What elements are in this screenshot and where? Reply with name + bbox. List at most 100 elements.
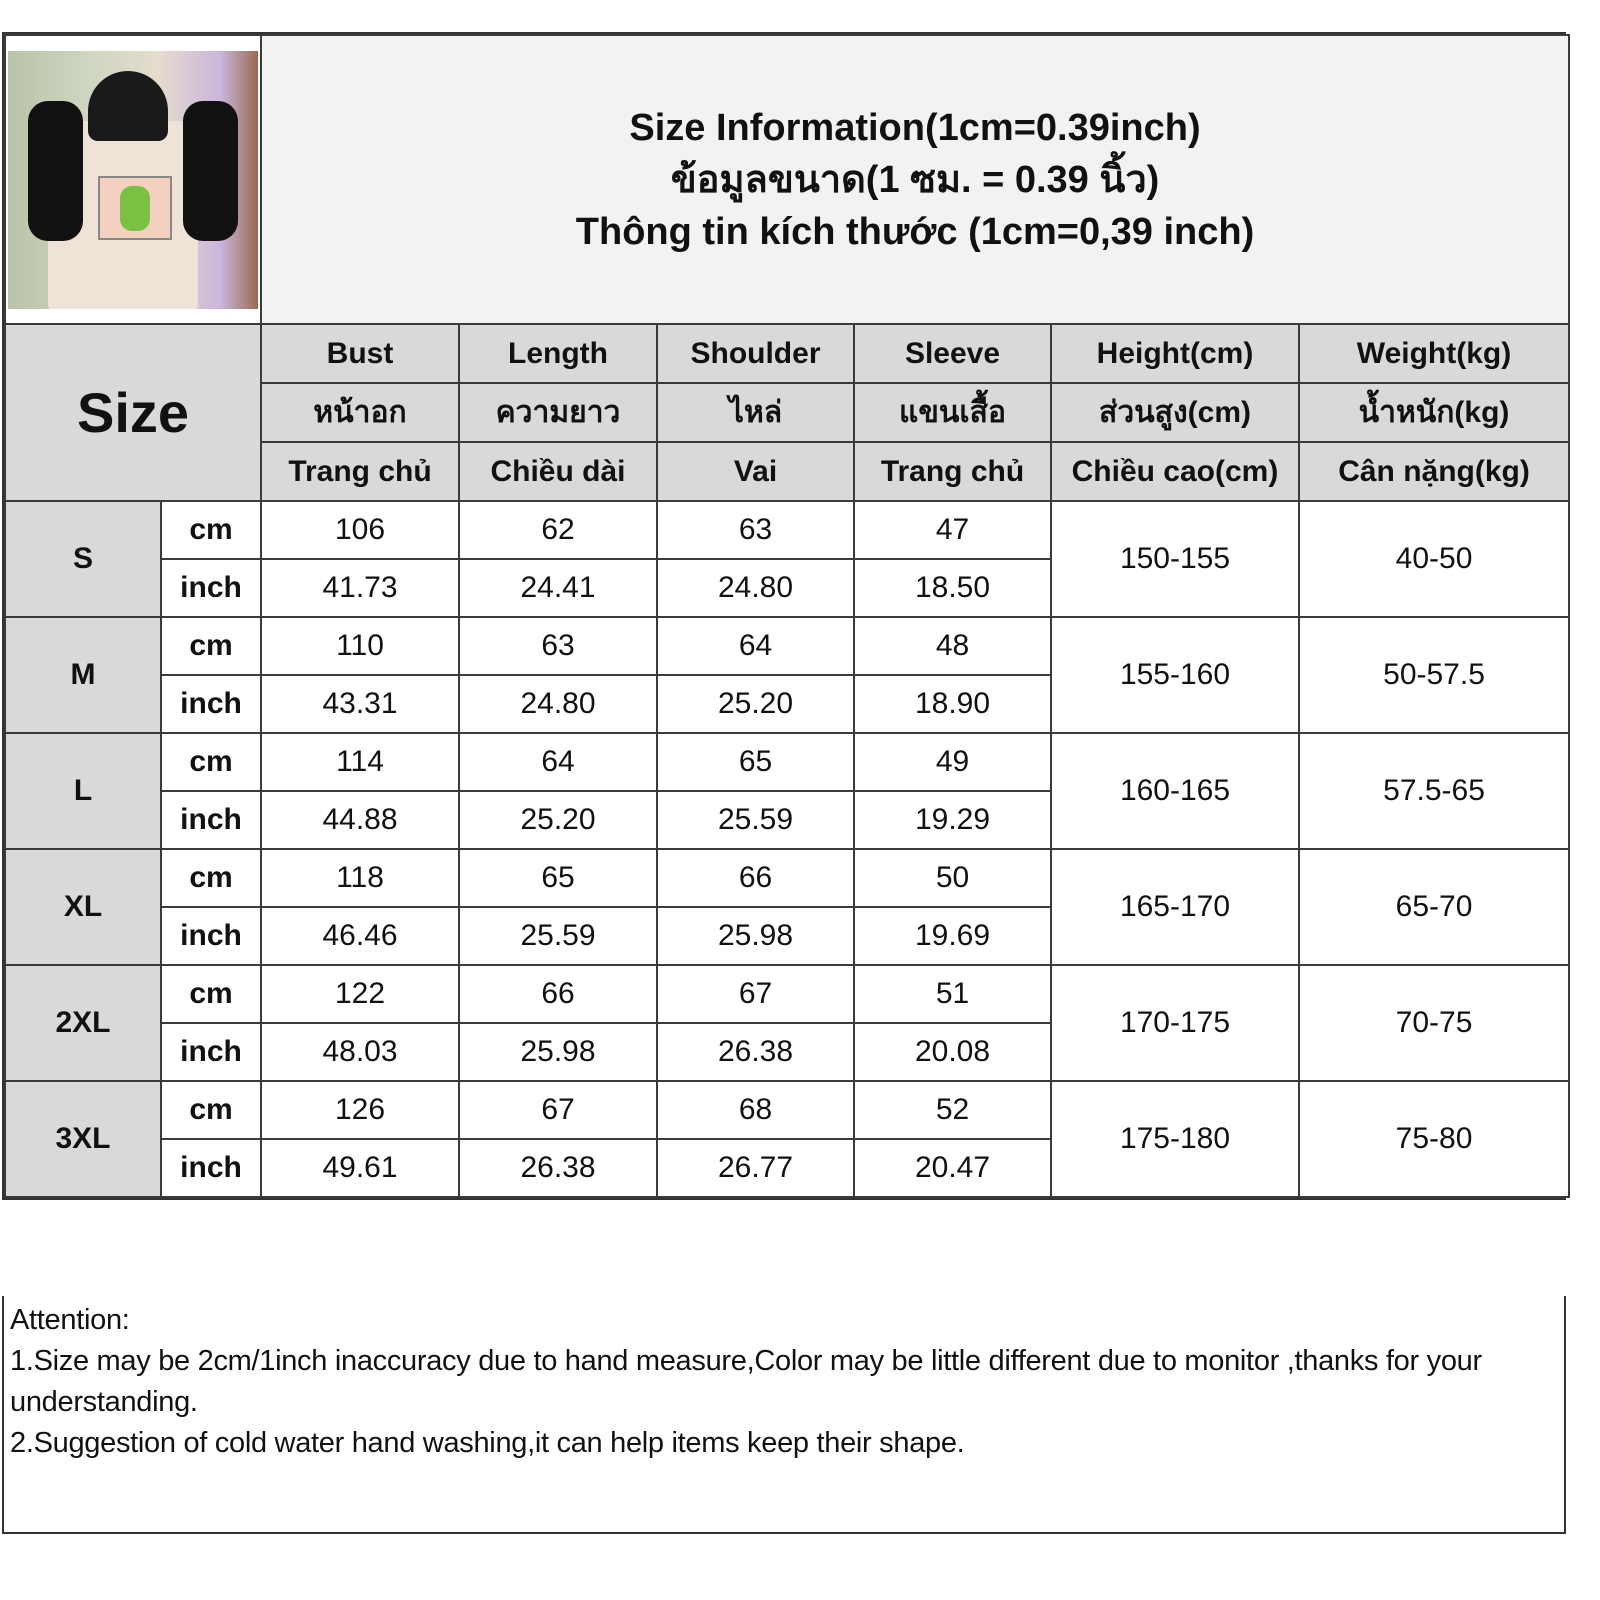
- height-range: 155-160: [1050, 616, 1300, 734]
- measurement-cell: 24.80: [458, 674, 658, 734]
- size-label: 3XL: [4, 1080, 162, 1198]
- unit-label: cm: [160, 500, 262, 560]
- measurement-cell: 106: [260, 500, 460, 560]
- measurement-cell: 25.98: [458, 1022, 658, 1082]
- table-row: 3XL cm 126 67 68 52 175-180 75-80: [4, 1080, 1571, 1198]
- weight-range: 50-57.5: [1297, 616, 1571, 734]
- measurement-cell: 64: [656, 616, 855, 676]
- measurement-cell: 43.31: [260, 674, 460, 734]
- table-row: inch 46.46 25.59 25.98 19.69: [5, 906, 1569, 966]
- measurement-cell: 118: [260, 848, 460, 908]
- height-range: 165-170: [1050, 848, 1300, 966]
- unit-label: inch: [160, 906, 262, 966]
- measurement-cell: 18.50: [853, 558, 1052, 618]
- measurement-cell: 19.69: [853, 906, 1052, 966]
- weight-range: 75-80: [1297, 1080, 1571, 1198]
- measurement-cell: 19.29: [853, 790, 1052, 850]
- column-header: ไหล่: [656, 382, 855, 443]
- unit-label: cm: [160, 964, 262, 1024]
- title-thai: ข้อมูลขนาด(1 ซม. = 0.39 นิ้ว): [670, 158, 1160, 201]
- measurement-cell: 65: [656, 732, 855, 792]
- attention-heading: Attention:: [10, 1304, 130, 1336]
- column-header: ส่วนสูง(cm): [1050, 382, 1300, 443]
- measurement-cell: 25.59: [656, 790, 855, 850]
- column-header: แขนเสื้อ: [853, 382, 1052, 443]
- product-photo: [8, 50, 258, 309]
- measurement-cell: 66: [458, 964, 658, 1024]
- unit-label: inch: [160, 790, 262, 850]
- measurement-cell: 24.80: [656, 558, 855, 618]
- column-header: Vai: [656, 441, 855, 502]
- size-info-title: Size Information(1cm=0.39inch) ข้อมูลขนา…: [259, 34, 1571, 325]
- measurement-cell: 46.46: [260, 906, 460, 966]
- column-header: Sleeve: [853, 323, 1052, 384]
- measurement-cell: 41.73: [260, 558, 460, 618]
- table-row: inch 48.03 25.98 26.38 20.08: [5, 1022, 1569, 1082]
- unit-label: cm: [160, 732, 262, 792]
- size-label: XL: [4, 848, 162, 966]
- unit-label: cm: [160, 1080, 262, 1140]
- column-header: Trang chủ: [853, 441, 1052, 502]
- header-row-th: หน้าอก ความยาว ไหล่ แขนเสื้อ ส่วนสูง(cm) น้ำห…: [5, 382, 1571, 443]
- measurement-cell: 114: [260, 732, 460, 792]
- title-english: Size Information(1cm=0.39inch): [629, 106, 1201, 149]
- measurement-cell: 25.98: [656, 906, 855, 966]
- measurement-cell: 52: [853, 1080, 1052, 1140]
- measurement-cell: 66: [656, 848, 855, 908]
- size-label: M: [4, 616, 162, 734]
- measurement-cell: 68: [656, 1080, 855, 1140]
- weight-range: 40-50: [1297, 500, 1571, 618]
- unit-label: cm: [160, 848, 262, 908]
- attention-notes: Attention: 1.Size may be 2cm/1inch inacc…: [2, 1296, 1566, 1534]
- measurement-cell: 48: [853, 616, 1052, 676]
- measurement-cell: 65: [458, 848, 658, 908]
- unit-label: inch: [160, 674, 262, 734]
- unit-label: inch: [160, 1138, 262, 1198]
- measurement-cell: 67: [656, 964, 855, 1024]
- column-header: หน้าอก: [260, 382, 460, 443]
- measurement-cell: 63: [656, 500, 855, 560]
- measurement-cell: 51: [853, 964, 1052, 1024]
- weight-range: 70-75: [1297, 964, 1571, 1082]
- measurement-cell: 26.77: [656, 1138, 855, 1198]
- measurement-cell: 49.61: [260, 1138, 460, 1198]
- measurement-cell: 48.03: [260, 1022, 460, 1082]
- measurement-cell: 20.47: [853, 1138, 1052, 1198]
- measurement-cell: 26.38: [656, 1022, 855, 1082]
- table-row: inch 41.73 24.41 24.80 18.50: [5, 558, 1569, 618]
- unit-label: inch: [160, 1022, 262, 1082]
- header-row-en: Size Bust Length Shoulder Sleeve Height(cm) We…: [4, 323, 1571, 502]
- size-label: 2XL: [4, 964, 162, 1082]
- measurement-cell: 122: [260, 964, 460, 1024]
- size-label: L: [4, 732, 162, 850]
- measurement-cell: 47: [853, 500, 1052, 560]
- measurement-cell: 25.20: [656, 674, 855, 734]
- column-header: Shoulder: [656, 323, 855, 384]
- measurement-cell: 64: [458, 732, 658, 792]
- table-row: XL cm 118 65 66 50 165-170 65-70: [4, 848, 1571, 966]
- height-range: 175-180: [1050, 1080, 1300, 1198]
- column-header: Chiều dài: [458, 441, 658, 502]
- column-header: Length: [458, 323, 658, 384]
- measurement-cell: 24.41: [458, 558, 658, 618]
- product-photo-cell: [4, 34, 262, 325]
- measurement-cell: 67: [458, 1080, 658, 1140]
- measurement-cell: 44.88: [260, 790, 460, 850]
- measurement-cell: 26.38: [458, 1138, 658, 1198]
- column-header: น้ำหนัก(kg): [1297, 382, 1571, 443]
- measurement-cell: 126: [260, 1080, 460, 1140]
- table-row: inch 43.31 24.80 25.20 18.90: [5, 674, 1569, 734]
- weight-range: 57.5-65: [1297, 732, 1571, 850]
- column-header: Height(cm): [1050, 323, 1300, 384]
- measurement-cell: 18.90: [853, 674, 1052, 734]
- measurement-cell: 110: [260, 616, 460, 676]
- table-row: 2XL cm 122 66 67 51 170-175 70-75: [4, 964, 1571, 1082]
- title-vietnamese: Thông tin kích thước (1cm=0,39 inch): [575, 210, 1255, 253]
- weight-range: 65-70: [1297, 848, 1571, 966]
- measurement-cell: 20.08: [853, 1022, 1052, 1082]
- unit-label: inch: [160, 558, 262, 618]
- size-label: S: [4, 500, 162, 618]
